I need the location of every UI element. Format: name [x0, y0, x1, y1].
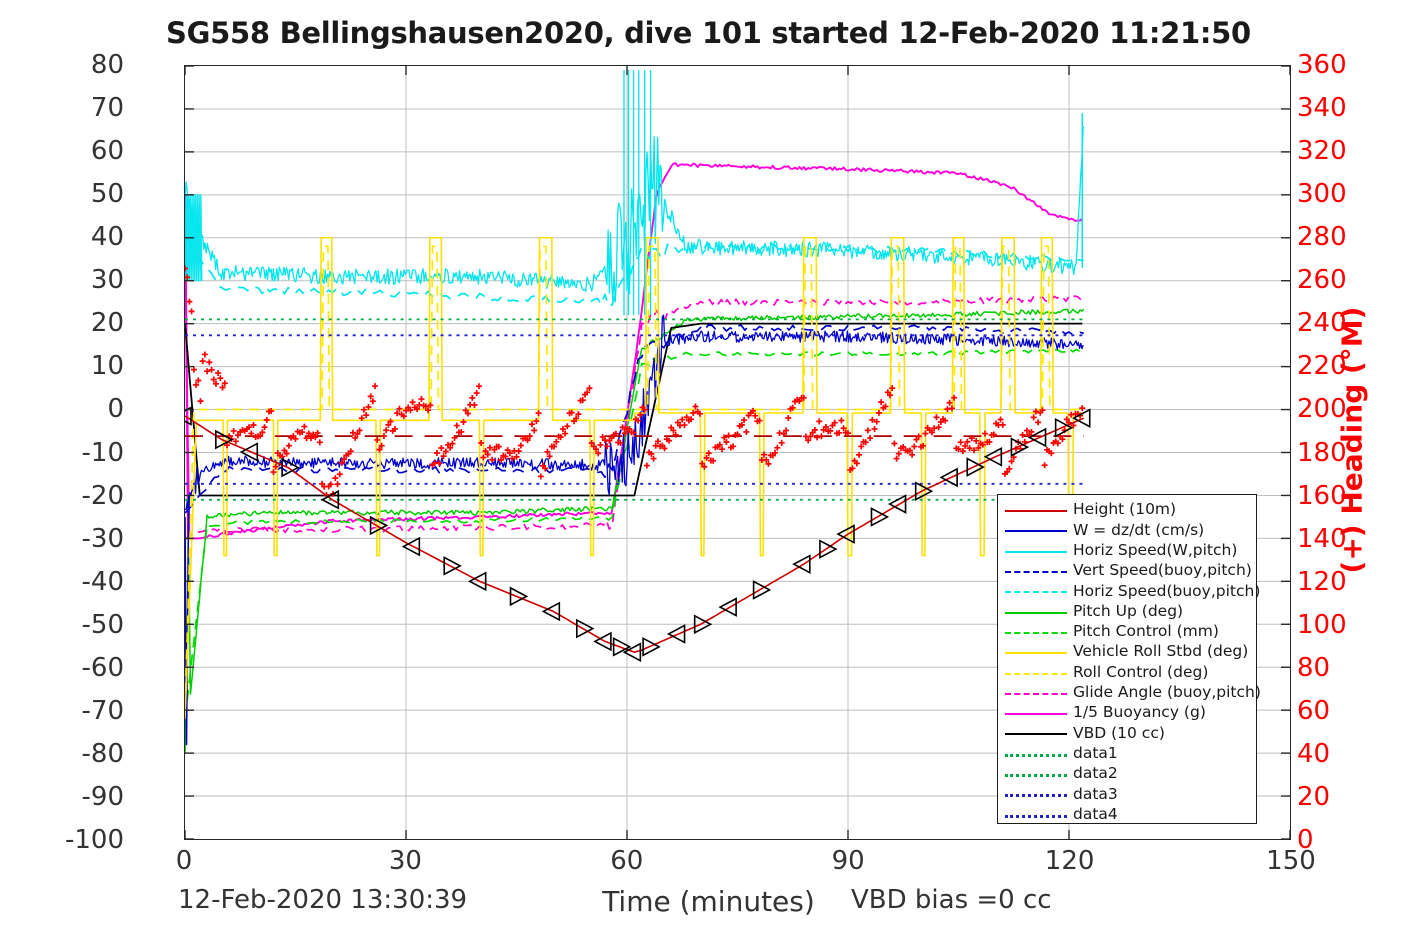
right-y-tick-label: 60 — [1297, 695, 1331, 726]
legend-item[interactable]: 1/5 Buoyancy (g) — [998, 703, 1256, 723]
legend-line-icon — [1005, 606, 1067, 618]
legend-line-icon — [1005, 565, 1067, 577]
y-tick-label: 50 — [90, 179, 124, 210]
right-y-tick-label: 180 — [1297, 437, 1347, 468]
legend-line-icon — [1005, 626, 1067, 638]
legend-item[interactable]: Vert Speed(buoy,pitch) — [998, 561, 1256, 581]
x-tick-label: 60 — [610, 846, 644, 876]
legend-line-icon — [1005, 504, 1067, 516]
legend-item-label: Horiz Speed(W,pitch) — [1073, 540, 1238, 559]
right-y-tick-label: 220 — [1297, 351, 1347, 382]
legend-line-icon — [1005, 788, 1067, 800]
right-y-tick-label: 100 — [1297, 609, 1347, 640]
legend-item[interactable]: data2 — [998, 764, 1256, 784]
y-tick-label: 20 — [90, 308, 124, 339]
y-tick-label: -20 — [81, 480, 124, 511]
right-y-tick-label: 140 — [1297, 523, 1347, 554]
y-tick-label: -50 — [81, 609, 124, 640]
right-y-tick-label: 340 — [1297, 93, 1347, 124]
right-y-axis-label: (+) Heading (°M) — [1335, 306, 1369, 574]
legend-item-label: Pitch Up (deg) — [1073, 601, 1184, 620]
x-tick-label: 120 — [1044, 846, 1095, 876]
legend-item-label: Pitch Control (mm) — [1073, 622, 1219, 641]
y-tick-label: 80 — [90, 50, 124, 80]
legend-item-label: Glide Angle (buoy,pitch) — [1073, 683, 1261, 702]
y-tick-label: 10 — [90, 351, 124, 382]
legend-item-label: data3 — [1073, 784, 1118, 803]
y-tick-label: 60 — [90, 136, 124, 167]
y-tick-label: 30 — [90, 265, 124, 296]
right-y-tick-label: 160 — [1297, 480, 1347, 511]
legend-line-icon — [1005, 524, 1067, 536]
legend-item-label: Height (10m) — [1073, 500, 1177, 519]
legend-item[interactable]: Height (10m) — [998, 500, 1256, 520]
y-tick-label: -70 — [81, 695, 124, 726]
right-y-tick-label: 20 — [1297, 781, 1331, 812]
legend-item[interactable]: VBD (10 cc) — [998, 723, 1256, 743]
legend-item[interactable]: Horiz Speed(buoy,pitch) — [998, 581, 1260, 601]
x-axis-label: Time (minutes) — [602, 885, 815, 918]
y-tick-label: -90 — [81, 781, 124, 812]
right-y-tick-label: 240 — [1297, 308, 1347, 339]
page-title: SG558 Bellingshausen2020, dive 101 start… — [166, 16, 1251, 50]
legend-item[interactable]: Horiz Speed(W,pitch) — [998, 541, 1256, 561]
legend-item[interactable]: Roll Control (deg) — [998, 662, 1256, 682]
y-tick-label: -10 — [81, 437, 124, 468]
legend-item-label: Vehicle Roll Stbd (deg) — [1073, 642, 1249, 661]
right-y-tick-label: 200 — [1297, 394, 1347, 425]
legend-box[interactable]: Height (10m) W = dz/dt (cm/s) Horiz Speed(… — [997, 494, 1261, 824]
legend-item-label: data1 — [1073, 743, 1118, 762]
legend-item-label: data2 — [1073, 764, 1118, 783]
legend-item[interactable]: data1 — [998, 744, 1256, 764]
right-y-tick-label: 120 — [1297, 566, 1347, 597]
right-y-tick-label: 320 — [1297, 136, 1347, 167]
legend-item-label: data4 — [1073, 804, 1118, 823]
legend-item-label: Vert Speed(buoy,pitch) — [1073, 561, 1252, 580]
y-tick-label: -40 — [81, 566, 124, 597]
legend-item[interactable]: Pitch Up (deg) — [998, 601, 1256, 621]
y-tick-label: 40 — [90, 222, 124, 253]
x-tick-label: 30 — [388, 846, 422, 876]
legend-item[interactable]: W = dz/dt (cm/s) — [998, 520, 1256, 540]
right-y-tick-label: 40 — [1297, 738, 1331, 769]
legend-item[interactable]: Glide Angle (buoy,pitch) — [998, 683, 1261, 703]
legend-item-label: W = dz/dt (cm/s) — [1073, 520, 1205, 539]
x-tick-label: 0 — [175, 846, 193, 876]
legend-line-icon — [1005, 748, 1067, 760]
right-y-tick-label: 360 — [1297, 50, 1347, 80]
legend-item-label: Horiz Speed(buoy,pitch) — [1073, 581, 1261, 600]
y-tick-label: -100 — [64, 825, 124, 855]
right-y-tick-label: 280 — [1297, 222, 1347, 253]
legend-item[interactable]: data3 — [998, 784, 1256, 804]
legend-line-icon — [1005, 727, 1067, 739]
legend-item-label: 1/5 Buoyancy (g) — [1073, 703, 1206, 722]
y-tick-label: -30 — [81, 523, 124, 554]
y-tick-label: 0 — [107, 394, 124, 425]
right-y-tick-label: 300 — [1297, 179, 1347, 210]
y-tick-label: -80 — [81, 738, 124, 769]
dive-end-timestamp: 12-Feb-2020 13:30:39 — [178, 885, 468, 915]
right-y-tick-label: 260 — [1297, 265, 1347, 296]
legend-line-icon — [1005, 667, 1067, 679]
legend-line-icon — [1005, 768, 1067, 780]
legend-line-icon — [1005, 687, 1067, 699]
legend-item-label: VBD (10 cc) — [1073, 723, 1165, 742]
legend-item[interactable]: Vehicle Roll Stbd (deg) — [998, 642, 1256, 662]
right-y-tick-label: 80 — [1297, 652, 1331, 683]
legend-item[interactable]: data4 — [998, 804, 1256, 824]
vbd-bias-note: VBD bias =0 cc — [851, 885, 1052, 915]
y-tick-label: 70 — [90, 93, 124, 124]
y-tick-label: -60 — [81, 652, 124, 683]
legend-line-icon — [1005, 707, 1067, 719]
legend-line-icon — [1005, 646, 1067, 658]
legend-line-icon — [1005, 585, 1067, 597]
legend-line-icon — [1005, 809, 1067, 821]
x-tick-label: 150 — [1266, 846, 1316, 876]
legend-line-icon — [1005, 545, 1067, 557]
legend-item[interactable]: Pitch Control (mm) — [998, 622, 1256, 642]
legend-item-label: Roll Control (deg) — [1073, 662, 1209, 681]
right-y-tick-label: 0 — [1297, 825, 1314, 855]
x-tick-label: 90 — [831, 846, 865, 876]
